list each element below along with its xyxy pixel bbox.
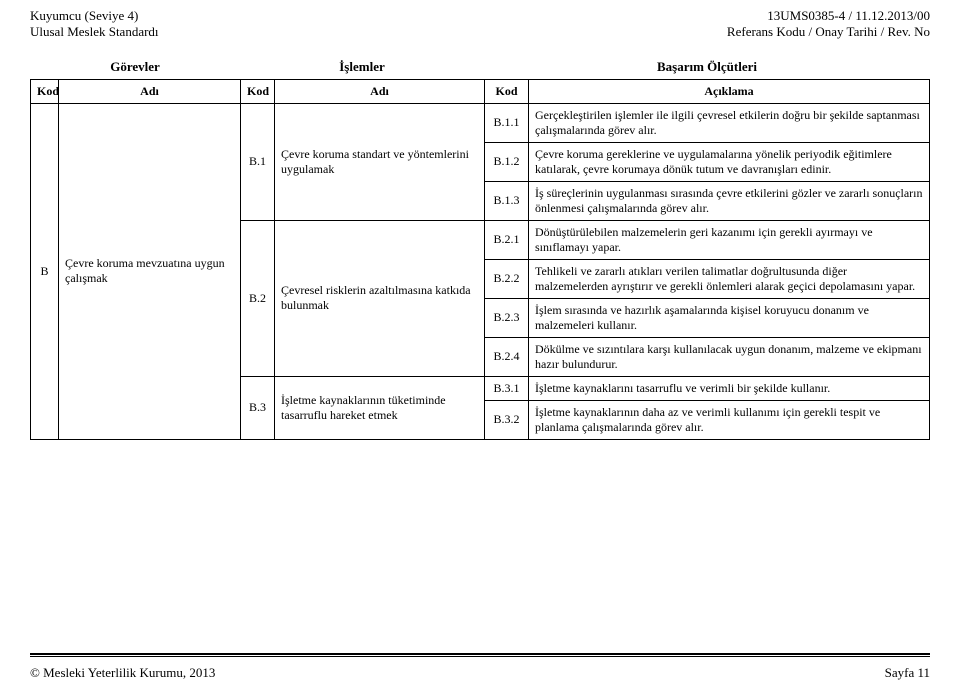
header-left: Kuyumcu (Seviye 4) Ulusal Meslek Standar… bbox=[30, 8, 159, 41]
op-kod-b2: B.2 bbox=[241, 220, 275, 376]
crit-txt: İşlem sırasında ve hazırlık aşamalarında… bbox=[529, 298, 930, 337]
crit-kod: B.1.1 bbox=[485, 103, 529, 142]
crit-kod: B.2.3 bbox=[485, 298, 529, 337]
section-title-basarim: Başarım Ölçütleri bbox=[484, 59, 930, 75]
header-left-line1: Kuyumcu (Seviye 4) bbox=[30, 8, 159, 24]
header-right-line2: Referans Kodu / Onay Tarihi / Rev. No bbox=[727, 24, 930, 40]
section-title-islemler: İşlemler bbox=[240, 59, 484, 75]
page: Kuyumcu (Seviye 4) Ulusal Meslek Standar… bbox=[0, 0, 960, 693]
crit-kod: B.2.1 bbox=[485, 220, 529, 259]
crit-kod: B.1.2 bbox=[485, 142, 529, 181]
op-kod-b1: B.1 bbox=[241, 103, 275, 220]
op-adi-b2: Çevresel risklerin azaltılmasına katkıda… bbox=[275, 220, 485, 376]
crit-kod: B.1.3 bbox=[485, 181, 529, 220]
crit-kod: B.2.4 bbox=[485, 337, 529, 376]
col-kod-1: Kod bbox=[31, 79, 59, 103]
crit-txt: İşletme kaynaklarının daha az ve verimli… bbox=[529, 400, 930, 439]
header-left-line2: Ulusal Meslek Standardı bbox=[30, 24, 159, 40]
page-header: Kuyumcu (Seviye 4) Ulusal Meslek Standar… bbox=[30, 8, 930, 41]
op-kod-b3: B.3 bbox=[241, 376, 275, 439]
footer-rule bbox=[30, 653, 930, 657]
footer-right: Sayfa 11 bbox=[885, 665, 930, 681]
crit-kod: B.2.2 bbox=[485, 259, 529, 298]
table-row: B Çevre koruma mevzuatına uygun çalışmak… bbox=[31, 103, 930, 142]
standards-table: Kod Adı Kod Adı Kod Açıklama B Çevre kor… bbox=[30, 79, 930, 440]
crit-txt: Dökülme ve sızıntılara karşı kullanılaca… bbox=[529, 337, 930, 376]
table-header-row: Kod Adı Kod Adı Kod Açıklama bbox=[31, 79, 930, 103]
op-adi-b1: Çevre koruma standart ve yöntemlerini uy… bbox=[275, 103, 485, 220]
crit-txt: Çevre koruma gereklerine ve uygulamaları… bbox=[529, 142, 930, 181]
crit-txt: Dönüştürülebilen malzemelerin geri kazan… bbox=[529, 220, 930, 259]
col-kod-3: Kod bbox=[485, 79, 529, 103]
op-adi-b3: İşletme kaynaklarının tüketiminde tasarr… bbox=[275, 376, 485, 439]
header-right-line1: 13UMS0385-4 / 11.12.2013/00 bbox=[727, 8, 930, 24]
crit-kod: B.3.1 bbox=[485, 376, 529, 400]
crit-txt: Tehlikeli ve zararlı atıkları verilen ta… bbox=[529, 259, 930, 298]
header-right: 13UMS0385-4 / 11.12.2013/00 Referans Kod… bbox=[727, 8, 930, 41]
col-kod-2: Kod bbox=[241, 79, 275, 103]
section-title-gorevler: Görevler bbox=[30, 59, 240, 75]
crit-txt: İş süreçlerinin uygulanması sırasında çe… bbox=[529, 181, 930, 220]
crit-kod: B.3.2 bbox=[485, 400, 529, 439]
task-kod: B bbox=[31, 103, 59, 439]
col-adi-1: Adı bbox=[59, 79, 241, 103]
col-adi-2: Adı bbox=[275, 79, 485, 103]
page-footer: © Mesleki Yeterlilik Kurumu, 2013 Sayfa … bbox=[30, 665, 930, 681]
task-adi: Çevre koruma mevzuatına uygun çalışmak bbox=[59, 103, 241, 439]
crit-txt: İşletme kaynaklarını tasarruflu ve verim… bbox=[529, 376, 930, 400]
section-title-row: Görevler İşlemler Başarım Ölçütleri bbox=[30, 55, 930, 79]
crit-txt: Gerçekleştirilen işlemler ile ilgili çev… bbox=[529, 103, 930, 142]
col-aciklama: Açıklama bbox=[529, 79, 930, 103]
footer-left: © Mesleki Yeterlilik Kurumu, 2013 bbox=[30, 665, 215, 681]
